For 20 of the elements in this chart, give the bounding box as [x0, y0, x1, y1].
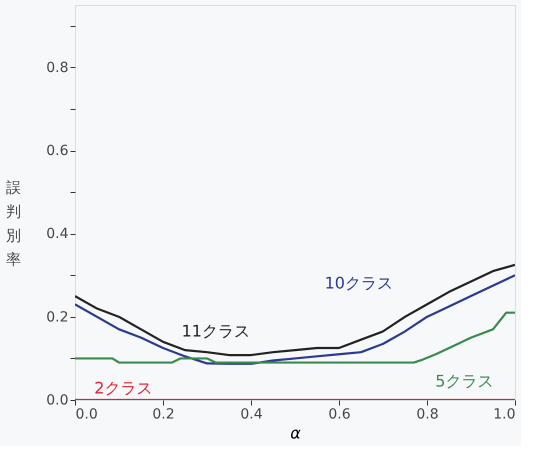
text: 10クラス — [324, 274, 393, 293]
x-tick-label: 0.4 — [240, 406, 263, 422]
y-tick-label: 0.4 — [46, 226, 69, 242]
series-label: 2クラス — [94, 378, 152, 398]
series-label: 5クラス — [435, 371, 494, 390]
y-tick-label: 0.2 — [46, 309, 68, 326]
y-tick-label: 0.6 — [46, 143, 69, 160]
line-series — [75, 312, 515, 364]
x-tick-label: 1.0 — [493, 406, 516, 422]
x-axis-title: α — [290, 424, 302, 442]
x-tick-label: 0.0 — [76, 406, 98, 422]
line-series — [75, 264, 515, 356]
x-tick-label: 0.8 — [416, 406, 439, 422]
x-tick-label: 0.2 — [152, 406, 175, 422]
series-label: 11クラス — [182, 321, 250, 340]
y-tick-label: 0.8 — [46, 60, 68, 76]
y-tick-label: 0.0 — [46, 392, 68, 408]
y-axis-title: 誤判別率 — [6, 178, 21, 268]
line-series — [75, 274, 515, 365]
x-tick-label: 0.6 — [328, 406, 351, 422]
